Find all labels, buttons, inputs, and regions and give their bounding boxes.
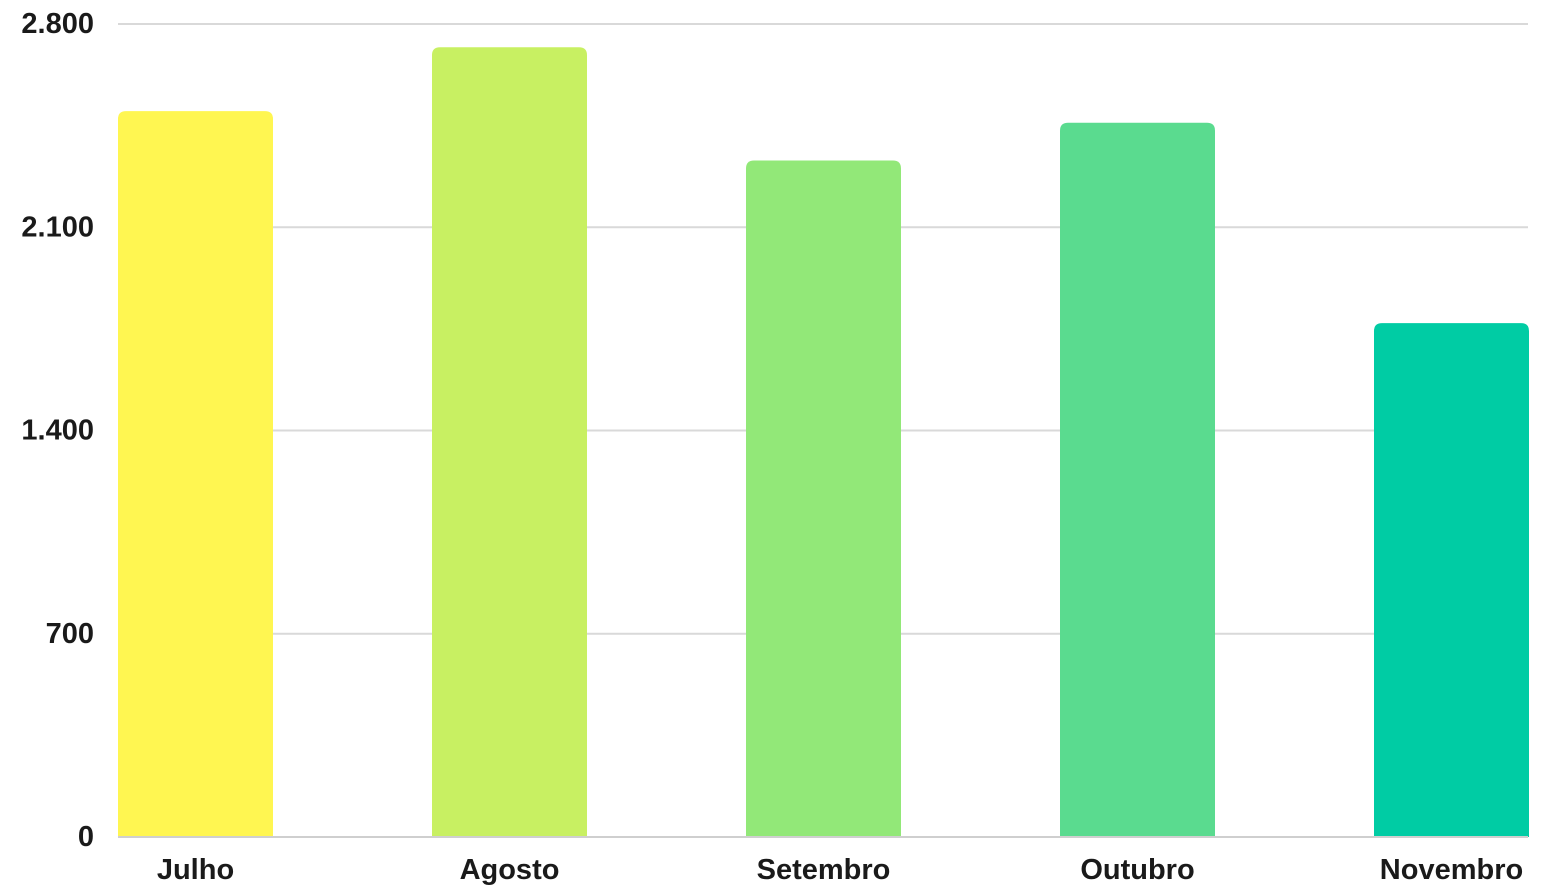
y-tick-label: 1.400 [21,415,94,447]
x-category-label: Novembro [1380,854,1523,886]
bars [118,47,1529,838]
x-category-label: Julho [157,854,234,886]
y-tick-label: 2.100 [21,211,94,243]
bar-setembro [746,160,901,838]
x-category-label: Outubro [1080,854,1194,886]
bar-agosto [432,47,587,837]
y-axis-tick-labels: 0 700 1.400 2.100 2.800 [21,8,94,853]
y-tick-label: 0 [78,821,94,853]
x-category-label: Setembro [757,854,891,886]
x-axis-category-labels: Julho Agosto Setembro Outubro Novembro [157,854,1523,886]
bar-outubro [1060,122,1215,837]
bar-julho [118,111,273,838]
bar-novembro [1374,323,1529,837]
y-tick-label: 2.800 [21,8,94,40]
y-tick-label: 700 [46,618,94,650]
x-category-label: Agosto [460,854,560,886]
